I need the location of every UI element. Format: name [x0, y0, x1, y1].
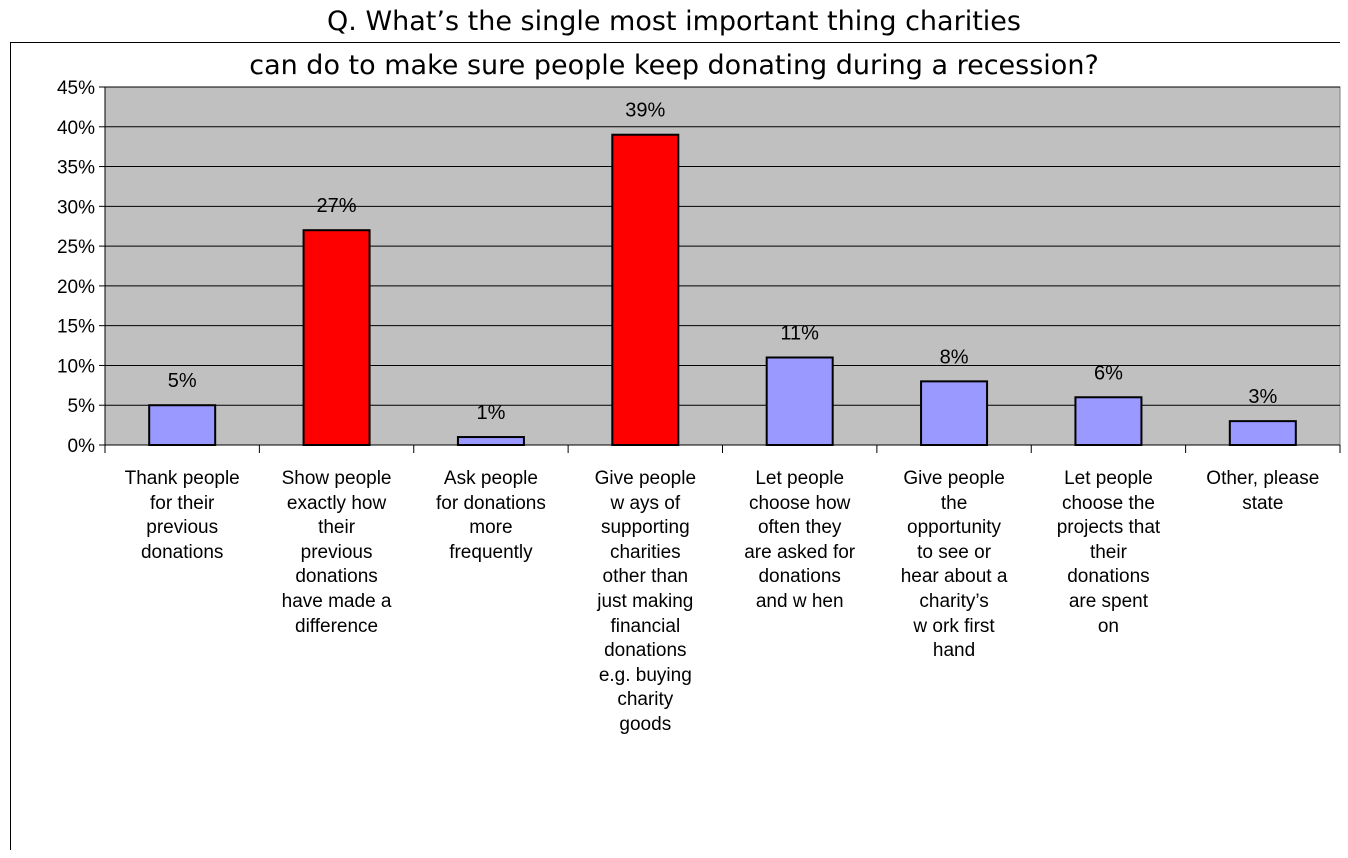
- x-category-label: Let people choose how often they are asked …: [724, 467, 876, 615]
- x-category-label-line: often they: [757, 517, 842, 539]
- bar: [765, 356, 834, 446]
- x-category-label: Show people exactly how their previous donat…: [261, 467, 413, 639]
- y-tick-label: 20%: [57, 277, 95, 298]
- x-category-label-line: are spent: [1068, 590, 1149, 612]
- x-category-label-line: Let people: [755, 468, 845, 489]
- x-category-label-line: e.g. buying: [598, 664, 692, 686]
- x-category-label-line: are asked for: [744, 541, 856, 563]
- x-category-label-line: Other, please: [1206, 468, 1320, 489]
- x-category-label-line: Give people: [903, 468, 1005, 489]
- x-category-label-line: exactly how: [286, 492, 387, 514]
- bar: [148, 404, 217, 447]
- bar: [1074, 396, 1143, 446]
- x-category-label-line: donations: [295, 566, 378, 588]
- data-label: 11%: [780, 322, 819, 344]
- y-tick-label: 40%: [57, 118, 95, 139]
- x-category-label-line: w ork first: [913, 615, 995, 637]
- x-category-label-line: donations: [140, 541, 224, 563]
- x-category-label-line: hear about a: [900, 566, 1008, 588]
- x-category-label: Thank people for their previous donations: [106, 467, 258, 565]
- x-category-label-line: previous: [146, 517, 219, 539]
- data-label: 6%: [1094, 362, 1123, 384]
- x-category-label-line: Let people: [1064, 468, 1153, 489]
- data-label: 3%: [1248, 386, 1277, 408]
- data-label: 27%: [317, 195, 357, 217]
- x-category-label: Give people the opportunity to see or hear a…: [878, 467, 1030, 664]
- x-category-label-line: projects that: [1056, 517, 1161, 539]
- x-category-label-line: for donations: [436, 492, 546, 514]
- y-tick-label: 25%: [57, 237, 95, 258]
- bar: [1228, 420, 1297, 446]
- x-category-label-line: just making: [597, 590, 694, 612]
- x-category-label-line: charity: [617, 689, 674, 711]
- x-category-label-line: financial: [610, 615, 681, 637]
- x-category-label-line: choose how: [748, 492, 851, 514]
- x-category-label-line: Thank people: [124, 468, 240, 489]
- x-category-label-line: supporting: [600, 517, 690, 539]
- x-category-label-line: donations: [758, 566, 841, 588]
- y-tick-label: 45%: [57, 78, 95, 99]
- x-category-label-line: goods: [619, 713, 672, 735]
- x-category-label-line: donations: [604, 640, 687, 662]
- x-category-label-line: more: [469, 517, 513, 539]
- y-tick-label: 10%: [57, 356, 95, 377]
- x-category-label: Other, please state: [1187, 467, 1339, 516]
- x-category-label-line: charities: [609, 541, 681, 563]
- plot-area: [104, 86, 1341, 446]
- y-tick-label: 35%: [57, 158, 95, 179]
- x-category-label-line: Give people: [594, 468, 697, 489]
- x-category-label-line: hand: [932, 640, 976, 662]
- bar: [611, 133, 680, 446]
- bar: [456, 436, 525, 446]
- x-category-label: Give people w ays of supporting charities ot…: [569, 467, 721, 738]
- x-category-label-line: other than: [602, 566, 689, 588]
- chart-frame: [10, 42, 1340, 850]
- x-category-label-line: and w hen: [755, 590, 844, 612]
- x-category-label-line: charity’s: [919, 590, 989, 612]
- x-category-label-line: to see or: [917, 541, 992, 563]
- chart-title-line-2: can do to make sure people keep donating…: [249, 50, 1099, 81]
- x-category-label-line: on: [1097, 615, 1119, 637]
- x-category-label-line: difference: [295, 615, 379, 637]
- x-category-label-line: previous: [300, 541, 373, 563]
- x-category-label-line: for their: [149, 492, 215, 514]
- y-tick-label: 0%: [68, 436, 96, 457]
- x-category-label-line: choose the: [1061, 492, 1155, 514]
- x-category-label-line: have made a: [281, 590, 392, 612]
- x-category-label-line: state: [1242, 492, 1284, 514]
- data-label: 8%: [940, 346, 969, 368]
- y-tick-label: 15%: [57, 317, 95, 338]
- x-category-label-line: Ask people: [443, 468, 538, 489]
- x-category-label-line: frequently: [449, 541, 533, 563]
- chart-title-line-1: Q. What’s the single most important thin…: [327, 6, 1021, 37]
- x-category-label-line: donations: [1067, 566, 1150, 588]
- x-category-label-line: their: [1089, 541, 1127, 563]
- data-label: 39%: [625, 100, 665, 122]
- y-tick-label: 30%: [57, 197, 95, 218]
- x-category-label: Let people choose the projects that their do…: [1032, 467, 1184, 639]
- x-category-label-line: Show people: [281, 468, 392, 489]
- data-label: 5%: [168, 370, 197, 392]
- x-category-label-line: w ays of: [610, 492, 681, 514]
- x-category-label: Ask people for donations more frequently: [415, 467, 567, 565]
- data-label: 1%: [476, 402, 505, 424]
- bar: [920, 380, 989, 447]
- bar: [302, 229, 371, 446]
- x-category-label-line: the: [940, 492, 968, 514]
- x-category-label-line: opportunity: [907, 517, 1002, 539]
- y-tick-label: 5%: [68, 396, 96, 417]
- x-category-label-line: their: [318, 517, 356, 539]
